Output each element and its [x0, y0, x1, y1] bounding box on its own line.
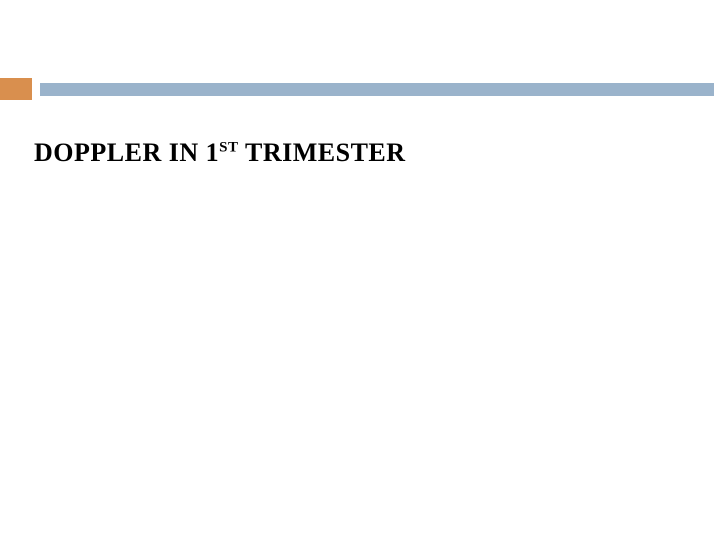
- title-superscript: ST: [219, 139, 238, 155]
- header-main-bar: [40, 83, 714, 96]
- header-bar: [0, 78, 720, 100]
- title-text: DOPPLER IN 1ST TRIMESTER: [34, 138, 406, 167]
- slide-title: DOPPLER IN 1ST TRIMESTER: [34, 138, 406, 168]
- accent-box: [0, 78, 32, 100]
- title-suffix: TRIMESTER: [238, 138, 405, 167]
- title-prefix: DOPPLER IN 1: [34, 138, 219, 167]
